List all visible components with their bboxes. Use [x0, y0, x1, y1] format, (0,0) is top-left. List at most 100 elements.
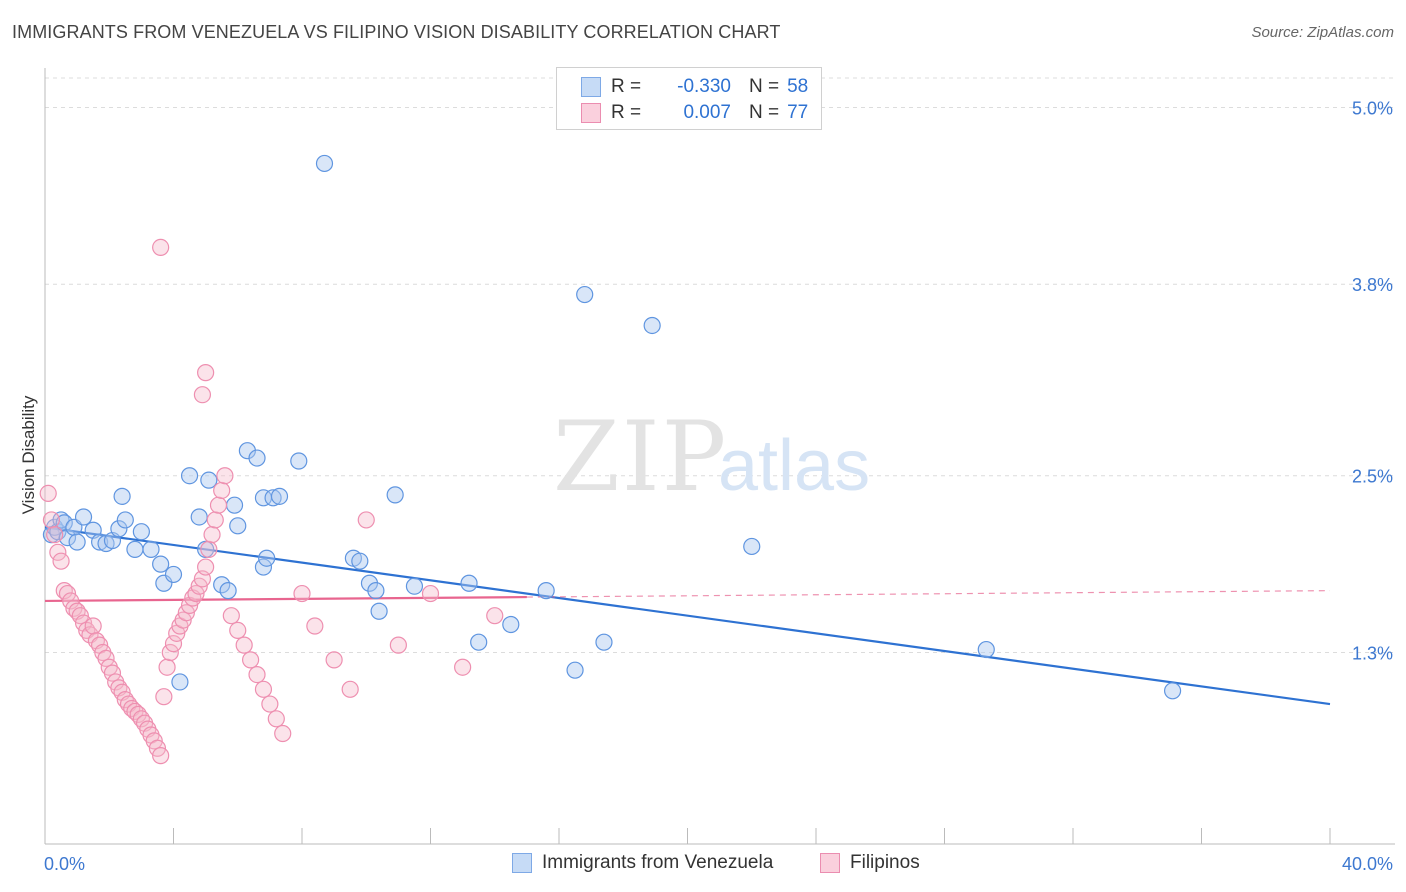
point-filipino [197, 558, 215, 576]
legend-n-value: 58 [787, 76, 809, 97]
point-venezuela [405, 577, 424, 595]
point-filipino [293, 584, 311, 603]
point-venezuela [248, 449, 266, 467]
point-venezuela [132, 523, 150, 541]
y-tick-label: 1.3% [1352, 644, 1393, 664]
y-tick-label: 3.8% [1352, 275, 1393, 295]
point-venezuela [270, 487, 289, 505]
point-filipino [341, 680, 359, 698]
point-filipino [203, 526, 221, 544]
data-points [39, 154, 1182, 765]
legend-swatch-pink [581, 103, 601, 123]
point-filipino [42, 511, 61, 529]
point-filipino [209, 496, 228, 514]
source-credit: Source: ZipAtlas.com [1251, 24, 1394, 41]
point-venezuela [171, 673, 189, 691]
trend-line-dashed-pink [526, 590, 1331, 598]
point-venezuela [126, 540, 144, 558]
point-venezuela [219, 582, 237, 600]
point-filipino [155, 688, 173, 706]
watermark-atlas: atlas [718, 426, 870, 506]
point-filipino [206, 511, 224, 529]
point-filipino [421, 584, 440, 603]
point-filipino [357, 511, 375, 529]
legend-row-pink: R = 0.007 N = 77 [581, 102, 808, 124]
point-venezuela [52, 511, 70, 529]
point-venezuela [351, 552, 369, 570]
legend-r-value: 0.007 [683, 102, 731, 123]
point-venezuela [1163, 682, 1182, 700]
point-venezuela [142, 540, 160, 558]
legend-n-value: 77 [787, 102, 809, 123]
point-venezuela [264, 489, 282, 507]
point-venezuela [576, 285, 594, 304]
point-venezuela [977, 640, 995, 659]
point-venezuela [315, 154, 334, 173]
point-venezuela [290, 452, 308, 470]
point-venezuela [595, 633, 613, 651]
gridlines [45, 77, 1395, 653]
point-venezuela [460, 574, 478, 592]
point-venezuela [116, 511, 134, 529]
legend-swatch-pink [820, 853, 840, 873]
point-filipino [235, 636, 253, 654]
point-venezuela [537, 582, 555, 600]
point-venezuela [180, 467, 199, 485]
point-venezuela [152, 555, 170, 573]
point-filipino [46, 526, 64, 544]
point-filipino [193, 386, 212, 404]
legend-top: R = -0.330 N = 58 R = 0.007 N = 77 [556, 67, 822, 130]
point-filipino [103, 664, 122, 682]
legend-r-label: R = [611, 102, 642, 123]
y-axis-label-group: Vision Disability [19, 395, 38, 514]
legend-n-label: N = [749, 102, 780, 123]
point-venezuela [164, 565, 183, 584]
x-tick-label: 40.0% [1342, 854, 1393, 874]
point-filipino [55, 582, 73, 600]
legend-item-venezuela: Immigrants from Venezuela [512, 852, 773, 874]
point-filipino [254, 680, 273, 698]
point-filipino [306, 617, 324, 635]
point-filipino [158, 658, 176, 676]
point-venezuela [113, 487, 131, 505]
point-venezuela [502, 615, 520, 634]
point-filipino [248, 665, 266, 684]
point-venezuela [110, 520, 128, 538]
point-filipino [39, 484, 57, 503]
point-filipino [164, 635, 183, 653]
point-filipino [261, 695, 279, 713]
point-filipino [325, 651, 343, 669]
y-axis-label: Vision Disability [19, 395, 38, 514]
point-venezuela [470, 633, 488, 651]
point-venezuela [190, 508, 208, 526]
point-venezuela [68, 533, 86, 551]
axes [44, 68, 1395, 845]
legend-n-label: N = [749, 76, 780, 97]
point-filipino [200, 540, 218, 558]
legend-r-value: -0.330 [677, 76, 731, 97]
point-venezuela [229, 517, 247, 535]
watermark-zip: ZIP [553, 401, 728, 513]
legend-bottom: Immigrants from Venezuela Filipinos [0, 850, 1406, 880]
point-venezuela [643, 316, 661, 335]
point-venezuela [225, 496, 244, 514]
point-filipino [229, 621, 247, 640]
point-filipino [84, 617, 102, 635]
point-filipino [274, 724, 292, 743]
point-filipino [389, 636, 407, 654]
point-filipino [152, 747, 170, 765]
legend-item-filipinos: Filipinos [820, 852, 920, 874]
legend-label-filipinos: Filipinos [850, 852, 920, 873]
point-venezuela [566, 661, 584, 679]
point-venezuela [213, 576, 231, 594]
point-filipino [49, 543, 67, 561]
point-venezuela [370, 602, 388, 620]
legend-row-blue: R = -0.330 N = 58 [581, 76, 808, 98]
point-filipino [161, 643, 179, 662]
point-filipino [242, 651, 260, 669]
point-venezuela [200, 471, 218, 489]
point-venezuela [743, 537, 761, 556]
point-filipino [216, 467, 234, 485]
